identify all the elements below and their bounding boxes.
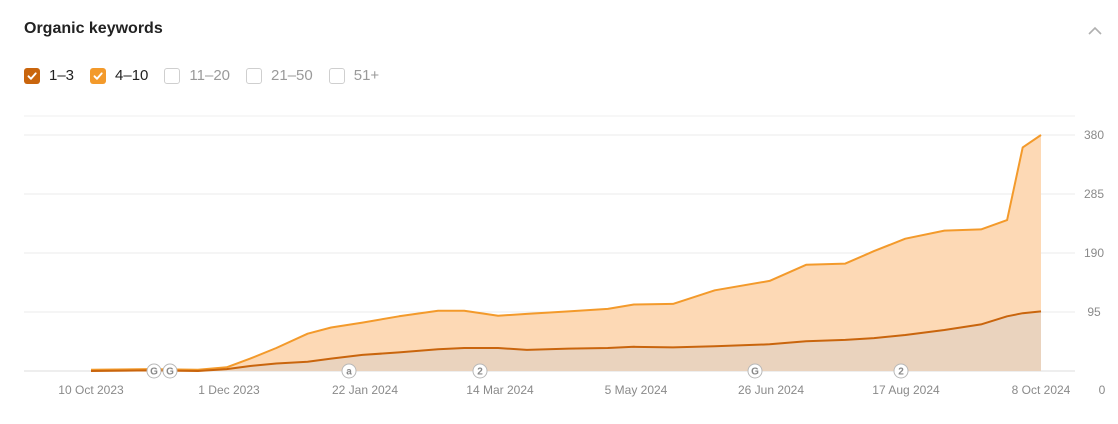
annotation-label: 2 xyxy=(898,367,904,378)
filter-label: 51+ xyxy=(353,67,380,84)
y-tick-label: 95 xyxy=(1087,305,1101,319)
filter-21-50[interactable]: 21–50 xyxy=(246,67,313,84)
annotation-label: a xyxy=(346,367,352,378)
annotation-marker[interactable]: G xyxy=(747,363,763,379)
y-tick-label: 380 xyxy=(1084,128,1104,142)
x-tick-label: 22 Jan 2024 xyxy=(332,383,398,397)
checkbox-1-3[interactable] xyxy=(24,67,40,84)
y-tick-label: 190 xyxy=(1084,246,1104,260)
checkbox-11-20[interactable] xyxy=(164,67,181,84)
y-tick-label: 0 xyxy=(1099,383,1106,397)
position-filters: 1–3 4–10 11–20 21–50 51+ xyxy=(24,67,395,84)
check-icon xyxy=(93,71,103,80)
annotation-marker[interactable]: 2 xyxy=(472,363,488,379)
line-4-10 xyxy=(90,134,1042,371)
filter-4-10[interactable]: 4–10 xyxy=(90,67,148,84)
filter-11-20[interactable]: 11–20 xyxy=(164,67,230,84)
x-tick-label: 8 Oct 2024 xyxy=(1012,383,1071,397)
filter-label: 11–20 xyxy=(189,67,231,84)
annotation-marker[interactable]: G xyxy=(162,363,178,379)
annotation-label: G xyxy=(166,367,174,378)
x-tick-label: 14 Mar 2024 xyxy=(466,383,534,397)
checkbox-4-10[interactable] xyxy=(90,67,107,84)
checkbox-51-plus[interactable] xyxy=(328,67,345,84)
checkbox-21-50[interactable] xyxy=(246,67,263,84)
annotation-label: G xyxy=(751,367,759,378)
x-tick-label: 26 Jun 2024 xyxy=(738,383,804,397)
area-4-10 xyxy=(91,135,1041,371)
filter-1-3[interactable]: 1–3 xyxy=(24,67,74,84)
section-title: Organic keywords xyxy=(24,20,163,37)
area-1-3 xyxy=(91,311,1041,371)
chevron-up-icon xyxy=(1088,26,1102,35)
x-tick-label: 10 Oct 2023 xyxy=(58,383,124,397)
annotation-marker[interactable]: a xyxy=(341,363,357,379)
x-tick-label: 1 Dec 2023 xyxy=(198,383,260,397)
annotation-label: 2 xyxy=(477,367,483,378)
x-tick-label: 17 Aug 2024 xyxy=(872,383,940,397)
check-icon xyxy=(27,71,37,80)
y-tick-label: 285 xyxy=(1084,187,1104,201)
filter-label: 4–10 xyxy=(115,67,149,84)
annotation-marker[interactable]: 2 xyxy=(893,363,909,379)
line-1-3 xyxy=(90,310,1042,372)
filter-label: 21–50 xyxy=(271,67,313,84)
annotation-marker[interactable]: G xyxy=(146,363,162,379)
filter-label: 1–3 xyxy=(49,67,75,84)
x-tick-label: 5 May 2024 xyxy=(605,383,668,397)
annotation-label: G xyxy=(150,367,158,378)
collapse-button[interactable] xyxy=(1084,20,1106,42)
filter-51-plus[interactable]: 51+ xyxy=(328,67,380,84)
